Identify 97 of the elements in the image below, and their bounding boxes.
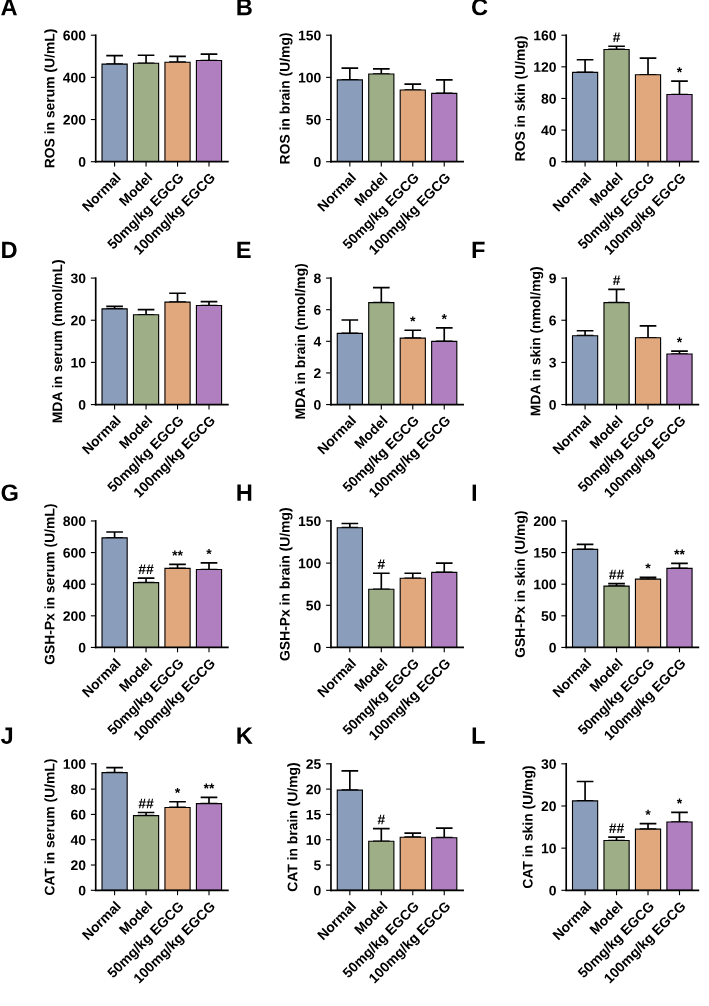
- y-tick-label: 100: [63, 759, 86, 769]
- chart-title: L: [472, 727, 485, 744]
- y-axis-title: MDA in skin (nmol/mg): [530, 267, 544, 416]
- y-tick-label: 600: [63, 547, 86, 558]
- y-axis-title: MDA in serum (nmol/mL): [52, 260, 65, 423]
- y-tick-label: 6: [314, 305, 321, 315]
- chart-title: J: [0, 727, 13, 744]
- y-tick-label: 100: [298, 72, 321, 83]
- chart-title: E: [237, 241, 251, 258]
- y-tick-label: 80: [541, 93, 556, 104]
- annotation: #: [612, 32, 621, 43]
- chart-title: I: [472, 484, 477, 501]
- y-tick-label: 200: [63, 611, 86, 621]
- y-axis-title: CAT in skin (U/mg): [522, 766, 536, 889]
- y-tick-label: 80: [70, 784, 86, 795]
- y-tick-label: 30: [541, 759, 556, 769]
- y-tick-label: 0: [314, 157, 321, 167]
- annotation: #: [377, 559, 385, 569]
- y-tick-label: 150: [534, 547, 556, 558]
- y-tick-label: 0: [78, 885, 86, 896]
- y-tick-label: 600: [63, 30, 86, 41]
- annotation: *: [676, 798, 683, 804]
- y-tick-label: 0: [314, 885, 321, 896]
- y-tick-label: 20: [71, 315, 86, 326]
- y-tick-label: 400: [63, 72, 86, 83]
- y-tick-label: 4: [313, 336, 322, 347]
- y-tick-label: 3: [549, 357, 556, 368]
- y-tick-label: 20: [306, 784, 321, 795]
- y-tick-label: 20: [541, 801, 556, 812]
- annotation: *: [441, 314, 447, 320]
- y-tick-label: 0: [78, 642, 86, 653]
- chart-title: H: [237, 484, 252, 501]
- y-tick-label: 120: [534, 62, 556, 72]
- y-tick-label: 0: [78, 157, 86, 167]
- y-tick-label: 160: [534, 30, 556, 41]
- annotation: *: [676, 67, 683, 73]
- y-tick-label: 0: [314, 399, 321, 410]
- annotation: *: [645, 809, 651, 816]
- chart-title: D: [2, 241, 17, 258]
- y-axis-title: ROS in serum (U/mL): [44, 29, 58, 168]
- annotation: ##: [138, 798, 154, 809]
- y-tick-label: 150: [298, 516, 321, 527]
- y-tick-label: 0: [314, 642, 321, 653]
- y-tick-label: 800: [63, 516, 86, 527]
- annotation: *: [676, 337, 683, 343]
- annotation: #: [377, 814, 385, 825]
- chart-title: K: [237, 727, 253, 744]
- y-tick-label: 2: [314, 368, 321, 378]
- annotation: **: [674, 549, 685, 555]
- annotation: **: [172, 550, 183, 556]
- y-tick-label: 200: [63, 114, 86, 125]
- annotation: *: [410, 316, 416, 322]
- y-tick-label: 100: [298, 558, 321, 569]
- y-axis-title: MDA in brain (nmol/mg): [294, 263, 308, 419]
- y-tick-label: 8: [313, 273, 321, 284]
- y-tick-label: 50: [306, 600, 321, 611]
- annotation: ##: [609, 823, 625, 833]
- y-tick-label: 0: [78, 399, 86, 410]
- y-axis-title: CAT in brain (U/mg): [287, 763, 301, 892]
- y-tick-label: 15: [306, 809, 321, 820]
- annotation: ##: [138, 564, 154, 574]
- y-tick-label: 25: [306, 759, 321, 769]
- y-axis-title: ROS in brain (U/mg): [279, 33, 293, 164]
- y-tick-label: 0: [549, 885, 556, 896]
- y-axis-title: GSH-Px in skin (U/mg): [514, 511, 528, 658]
- y-tick-label: 100: [534, 579, 556, 590]
- annotation: **: [203, 783, 215, 789]
- y-tick-label: 40: [541, 125, 556, 136]
- y-axis-title: ROS in skin (U/mg): [514, 36, 528, 161]
- annotation: *: [174, 787, 181, 794]
- y-tick-label: 30: [70, 273, 86, 284]
- y-tick-label: 200: [533, 516, 556, 527]
- y-tick-label: 50: [541, 611, 556, 621]
- y-tick-label: 60: [71, 809, 86, 820]
- y-tick-label: 0: [549, 642, 556, 653]
- y-tick-label: 10: [541, 843, 556, 854]
- y-axis-title: GSH-Px in brain (U/mg): [279, 508, 293, 661]
- y-tick-label: 0: [549, 399, 556, 410]
- y-tick-label: 50: [306, 114, 321, 125]
- y-tick-label: 9: [549, 273, 556, 284]
- annotation: *: [206, 549, 212, 555]
- y-tick-label: 6: [549, 315, 556, 326]
- annotation: ##: [609, 569, 625, 580]
- y-tick-label: 40: [70, 835, 86, 845]
- annotation: #: [612, 275, 621, 286]
- y-tick-label: 5: [313, 860, 321, 871]
- y-axis-title: CAT in serum (U/mL): [44, 759, 58, 896]
- y-tick-label: 20: [71, 860, 86, 871]
- chart-title: G: [1, 484, 18, 502]
- y-tick-label: 10: [306, 835, 321, 845]
- y-axis-title: GSH-Px in serum (U/mL): [44, 504, 58, 665]
- y-tick-label: 0: [549, 157, 556, 167]
- chart-title: F: [472, 241, 485, 258]
- y-tick-label: 150: [298, 30, 321, 41]
- y-tick-label: 400: [63, 579, 86, 590]
- annotation: *: [645, 563, 651, 569]
- y-tick-label: 10: [71, 357, 86, 368]
